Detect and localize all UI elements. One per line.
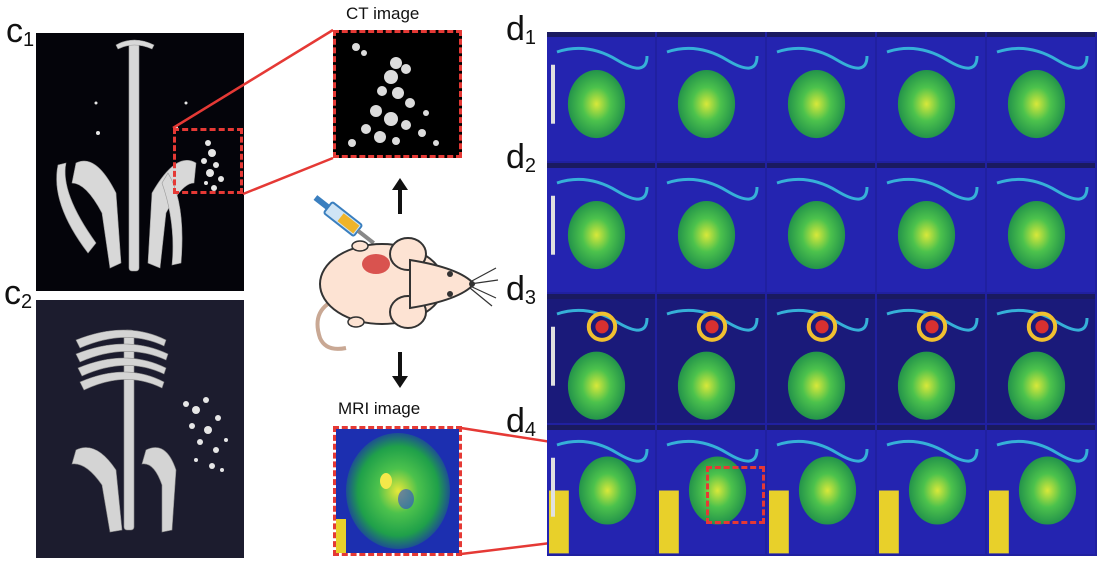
mri-slice (987, 294, 1095, 423)
mri-slice (657, 425, 765, 554)
down-arrow-icon (392, 352, 408, 388)
mri-slice (547, 32, 655, 161)
mri-slice (987, 32, 1095, 161)
mri-slice (547, 425, 655, 554)
mri-slice (877, 294, 985, 423)
ct-render-c2 (36, 300, 244, 558)
panel-label-c1: c1 (6, 14, 34, 50)
mri-slice (767, 163, 875, 292)
mri-slice (767, 425, 875, 554)
panel-label-d2: d2 (506, 140, 536, 176)
mri-highlight-box (706, 466, 765, 524)
label-subscript: 3 (524, 287, 537, 309)
mri-slice (657, 32, 765, 161)
ct-render-c1 (36, 33, 244, 291)
label-letter: d (506, 138, 525, 176)
mouse-injection-illustration (313, 195, 499, 351)
label-letter: d (506, 402, 525, 440)
mri-slice (987, 163, 1095, 292)
ct-zoom-image (348, 43, 439, 147)
mri-slice (877, 163, 985, 292)
up-arrow-icon (392, 178, 408, 214)
mri-slice (547, 294, 655, 423)
mri-slice (877, 425, 985, 554)
mri-zoom-image (336, 429, 459, 553)
ct-particles (94, 101, 224, 191)
panel-label-d3: d3 (506, 272, 536, 308)
mri-slice (657, 294, 765, 423)
ct-highlight-box (173, 128, 243, 194)
label-subscript: 1 (524, 27, 537, 49)
ct-image-caption: CT image (346, 4, 420, 23)
label-subscript: 2 (21, 291, 33, 313)
skeleton-frontal-image (56, 39, 224, 272)
syringe-icon (313, 195, 375, 245)
label-letter: d (506, 10, 525, 48)
label-subscript: 2 (524, 155, 537, 177)
mri-slices-image (547, 32, 1095, 554)
mri-slice (767, 294, 875, 423)
ct-zoom-panel (333, 30, 462, 158)
label-subscript: 1 (23, 29, 35, 51)
mri-slice (547, 163, 655, 292)
label-subscript: 4 (524, 419, 537, 441)
panel-label-d1: d1 (506, 12, 536, 48)
skeleton-oblique-image (71, 329, 228, 533)
mri-slice (767, 32, 875, 161)
ct-particles (183, 397, 228, 472)
panel-label-c2: c2 (4, 276, 32, 312)
mri-slice (987, 425, 1095, 554)
mri-zoom-panel (333, 426, 462, 556)
mri-image-caption: MRI image (338, 399, 421, 418)
label-letter: c (6, 12, 23, 50)
label-letter: d (506, 270, 525, 308)
label-letter: c (4, 274, 21, 312)
mri-slice (657, 163, 765, 292)
mri-grid (547, 32, 1097, 556)
mri-slice (877, 32, 985, 161)
panel-label-d4: d4 (506, 404, 536, 440)
